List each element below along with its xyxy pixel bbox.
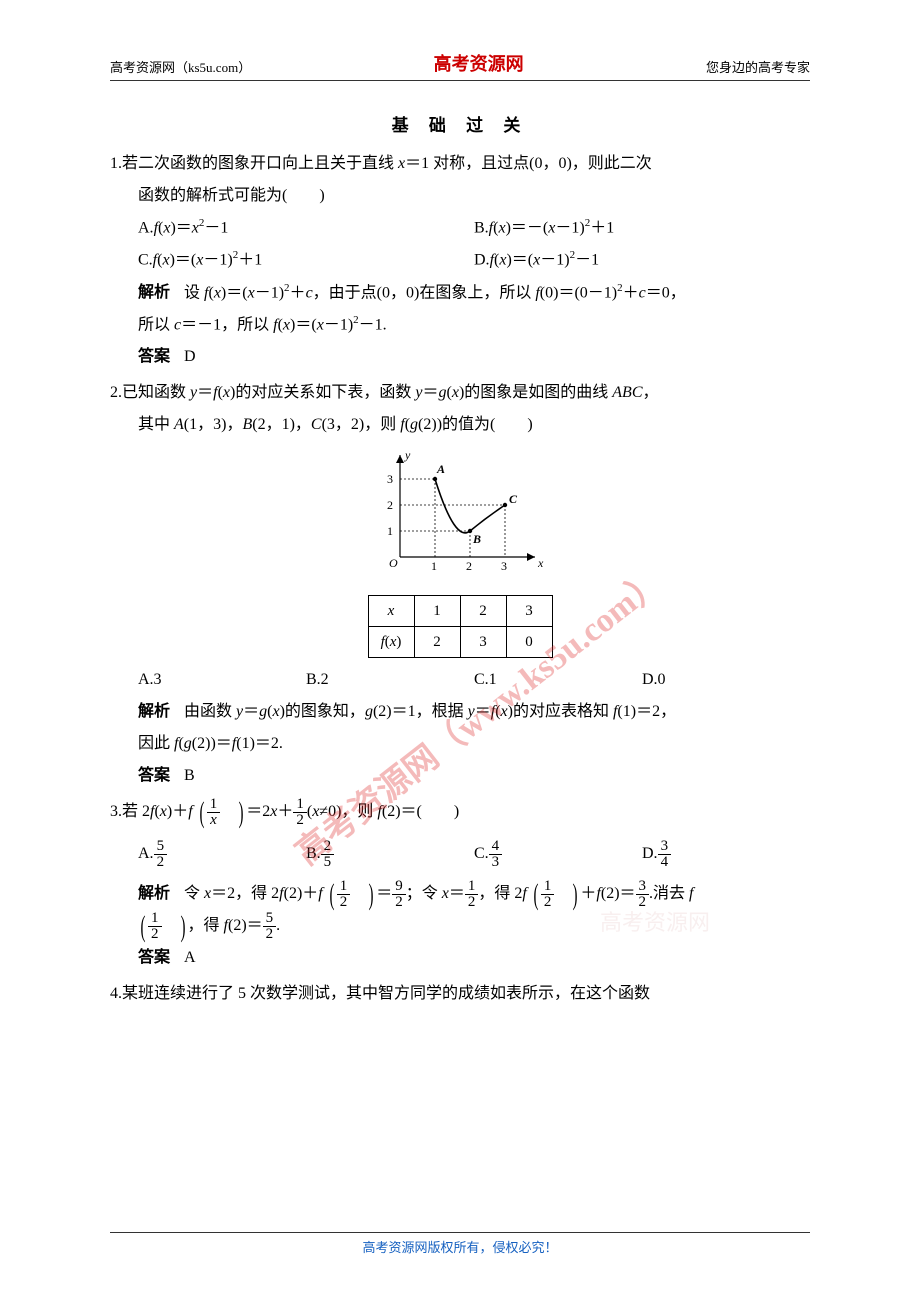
svg-text:1: 1 bbox=[387, 524, 393, 538]
q2-opt-b: B.2 bbox=[306, 664, 474, 696]
q3-opt-d: D.34 bbox=[642, 838, 810, 870]
q1-opt-b: B.f(x)＝－(x－1)2＋1 bbox=[474, 212, 810, 244]
table-cell: f(x) bbox=[368, 627, 414, 658]
table-cell: 3 bbox=[506, 596, 552, 627]
q1-answer: 答案 D bbox=[110, 341, 810, 373]
svg-text:y: y bbox=[404, 448, 411, 462]
header-left: 高考资源网（ks5u.com） bbox=[110, 57, 251, 76]
page-header: 高考资源网（ks5u.com） 高考资源网 您身边的高考专家 bbox=[110, 50, 810, 81]
q3-answer: 答案 A bbox=[110, 942, 810, 974]
q1-stem: 若二次函数的图象开口向上且关于直线 x＝1 对称，且过点(0，0)，则此二次 bbox=[122, 155, 652, 172]
table-cell: 1 bbox=[414, 596, 460, 627]
q2-opt-d: D.0 bbox=[642, 664, 810, 696]
content-body: 1.若二次函数的图象开口向上且关于直线 x＝1 对称，且过点(0，0)，则此二次… bbox=[110, 148, 810, 1010]
q1-opt-d: D.f(x)＝(x－1)2－1 bbox=[474, 244, 810, 276]
explanation-label: 解析 bbox=[138, 885, 170, 902]
answer-label: 答案 bbox=[138, 949, 170, 966]
page-footer: 高考资源网版权所有，侵权必究！ bbox=[110, 1232, 810, 1256]
answer-label: 答案 bbox=[138, 767, 170, 784]
q1-explanation: 解析设 f(x)＝(x－1)2＋c，由于点(0，0)在图象上，所以 f(0)＝(… bbox=[110, 277, 810, 309]
q3-opt-b: B.25 bbox=[306, 838, 474, 870]
table-row: x 1 2 3 bbox=[368, 596, 552, 627]
svg-text:A: A bbox=[436, 462, 445, 476]
svg-text:O: O bbox=[389, 556, 398, 570]
svg-text:x: x bbox=[537, 556, 544, 570]
svg-text:3: 3 bbox=[501, 559, 507, 573]
q1-prefix: 1. bbox=[110, 155, 122, 172]
explanation-label: 解析 bbox=[138, 284, 170, 301]
table-cell: 0 bbox=[506, 627, 552, 658]
q3-explanation-2: (12 )，得 f(2)＝52. bbox=[110, 910, 810, 942]
q2-table: x 1 2 3 f(x) 2 3 0 bbox=[368, 595, 553, 658]
q2-answer: 答案 B bbox=[110, 760, 810, 792]
q2-stem-2: 其中 A(1，3)，B(2，1)，C(3，2)，则 f(g(2))的值为( ) bbox=[110, 409, 810, 441]
q3-options: A.52 B.25 C.43 D.34 bbox=[110, 838, 810, 870]
curve-graph-svg: O x y 1 2 3 1 2 3 A B C bbox=[375, 447, 545, 577]
q4-stem: 某班连续进行了 5 次数学测试，其中智方同学的成绩如表所示，在这个函数 bbox=[122, 985, 650, 1002]
svg-text:3: 3 bbox=[387, 472, 393, 486]
svg-text:2: 2 bbox=[466, 559, 472, 573]
question-1: 1.若二次函数的图象开口向上且关于直线 x＝1 对称，且过点(0，0)，则此二次… bbox=[110, 148, 810, 373]
table-cell: 2 bbox=[460, 596, 506, 627]
q1-opt-c: C.f(x)＝(x－1)2＋1 bbox=[138, 244, 474, 276]
table-cell: 3 bbox=[460, 627, 506, 658]
q2-explanation: 解析由函数 y＝g(x)的图象知，g(2)＝1，根据 y＝f(x)的对应表格知 … bbox=[110, 696, 810, 728]
svg-text:1: 1 bbox=[431, 559, 437, 573]
q2-opt-a: A.3 bbox=[138, 664, 306, 696]
q1-answer-value: D bbox=[184, 348, 196, 365]
q2-answer-value: B bbox=[184, 767, 195, 784]
q3-prefix: 3. bbox=[110, 803, 122, 820]
q1-explanation-2: 所以 c＝－1，所以 f(x)＝(x－1)2－1. bbox=[110, 309, 810, 341]
q4-prefix: 4. bbox=[110, 985, 122, 1002]
q2-options: A.3 B.2 C.1 D.0 bbox=[110, 664, 810, 696]
q3-opt-a: A.52 bbox=[138, 838, 306, 870]
q2-prefix: 2. bbox=[110, 384, 122, 401]
q2-opt-c: C.1 bbox=[474, 664, 642, 696]
q1-options: A.f(x)＝x2－1 B.f(x)＝－(x－1)2＋1 C.f(x)＝(x－1… bbox=[110, 212, 810, 277]
q1-stem-cont: 函数的解析式可能为( ) bbox=[110, 180, 810, 212]
table-cell: 2 bbox=[414, 627, 460, 658]
q1-opt-a: A.f(x)＝x2－1 bbox=[138, 212, 474, 244]
header-right: 您身边的高考专家 bbox=[706, 57, 810, 76]
q2-graph: O x y 1 2 3 1 2 3 A B C bbox=[110, 447, 810, 589]
question-2: 2.已知函数 y＝f(x)的对应关系如下表，函数 y＝g(x)的图象是如图的曲线… bbox=[110, 377, 810, 792]
svg-text:2: 2 bbox=[387, 498, 393, 512]
question-3: 3.若 2f(x)＋f (1x )＝2x＋12(x≠0)，则 f(2)＝( ) … bbox=[110, 796, 810, 974]
section-title: 基 础 过 关 bbox=[110, 111, 810, 136]
header-center-logo: 高考资源网 bbox=[434, 50, 524, 76]
q2-stem: 已知函数 y＝f(x)的对应关系如下表，函数 y＝g(x)的图象是如图的曲线 A… bbox=[122, 384, 659, 401]
table-cell: x bbox=[368, 596, 414, 627]
q2-explanation-2: 因此 f(g(2))＝f(1)＝2. bbox=[110, 728, 810, 760]
answer-label: 答案 bbox=[138, 348, 170, 365]
q3-opt-c: C.43 bbox=[474, 838, 642, 870]
svg-text:B: B bbox=[472, 532, 481, 546]
table-row: f(x) 2 3 0 bbox=[368, 627, 552, 658]
q3-stem: 若 2f(x)＋f (1x )＝2x＋12(x≠0)，则 f(2)＝( ) bbox=[122, 803, 459, 820]
question-4: 4.某班连续进行了 5 次数学测试，其中智方同学的成绩如表所示，在这个函数 bbox=[110, 978, 810, 1010]
q3-explanation: 解析令 x＝2，得 2f(2)＋f (12 )＝92；令 x＝12，得 2f (… bbox=[110, 878, 810, 910]
explanation-label: 解析 bbox=[138, 703, 170, 720]
svg-text:C: C bbox=[509, 492, 518, 506]
q3-answer-value: A bbox=[184, 949, 196, 966]
